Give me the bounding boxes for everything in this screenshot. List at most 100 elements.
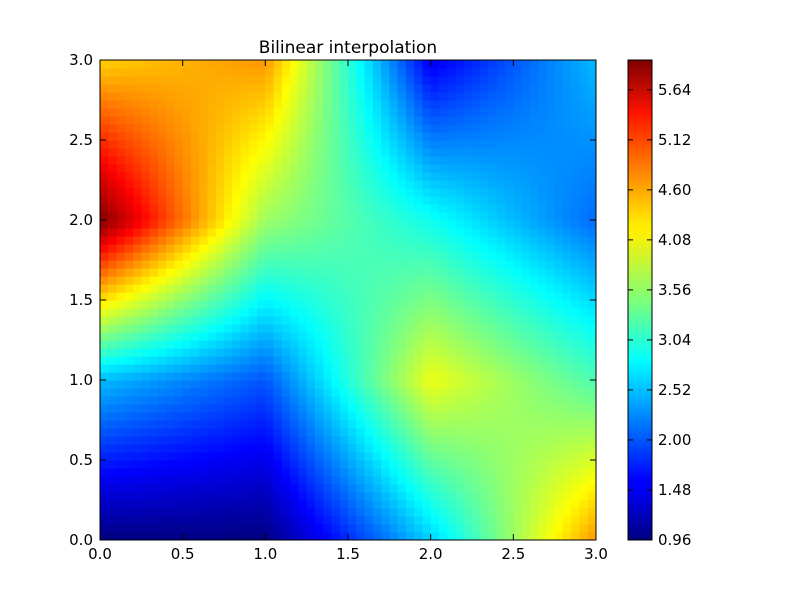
heatmap-cell: [157, 428, 167, 437]
heatmap-cell: [290, 388, 299, 397]
heatmap-cell: [521, 444, 531, 453]
heatmap-cell: [488, 172, 498, 181]
heatmap-cell: [348, 60, 357, 69]
heatmap-cell: [281, 124, 291, 133]
heatmap-cell: [397, 188, 407, 197]
heatmap-cell: [141, 316, 151, 325]
heatmap-cell: [100, 324, 109, 333]
heatmap-cell: [405, 372, 415, 381]
heatmap-cell: [488, 124, 498, 133]
heatmap-cell: [306, 340, 316, 349]
heatmap-cell: [257, 340, 266, 349]
heatmap-cell: [562, 188, 572, 197]
heatmap-cell: [397, 356, 407, 365]
heatmap-cell: [207, 140, 217, 149]
heatmap-cell: [496, 164, 506, 173]
heatmap-cell: [124, 324, 134, 333]
heatmap-cell: [232, 300, 242, 309]
heatmap-cell: [240, 396, 250, 405]
heatmap-cell: [265, 316, 275, 325]
heatmap-cell: [405, 204, 415, 213]
heatmap-cell: [240, 404, 250, 413]
heatmap-cell: [538, 228, 547, 237]
heatmap-cell: [372, 284, 382, 293]
heatmap-cell: [381, 508, 390, 517]
heatmap-cell: [174, 476, 184, 485]
heatmap-cell: [232, 148, 242, 157]
heatmap-cell: [339, 316, 349, 325]
heatmap-cell: [430, 164, 440, 173]
heatmap-cell: [405, 308, 415, 317]
heatmap-cell: [546, 508, 556, 517]
heatmap-cell: [124, 140, 134, 149]
heatmap-cell: [248, 260, 258, 269]
heatmap-cell: [124, 172, 134, 181]
heatmap-cell: [182, 284, 192, 293]
heatmap-cell: [438, 340, 448, 349]
heatmap-cell: [306, 356, 316, 365]
heatmap-cell: [306, 444, 316, 453]
heatmap-cell: [306, 124, 316, 133]
heatmap-cell: [339, 460, 349, 469]
heatmap-cell: [215, 500, 225, 509]
heatmap-cell: [331, 204, 341, 213]
heatmap-cell: [199, 380, 209, 389]
heatmap-cell: [447, 68, 457, 77]
heatmap-cell: [472, 228, 481, 237]
heatmap-cell: [281, 276, 291, 285]
heatmap-cell: [356, 476, 366, 485]
heatmap-cell: [455, 428, 465, 437]
heatmap-cell: [554, 108, 564, 117]
heatmap-cell: [463, 212, 473, 221]
heatmap-cell: [480, 340, 490, 349]
heatmap-cell: [331, 332, 341, 341]
heatmap-cell: [273, 468, 283, 477]
heatmap-cell: [480, 84, 490, 93]
heatmap-cell: [381, 68, 390, 77]
heatmap-cell: [554, 508, 564, 517]
heatmap-cell: [405, 268, 415, 277]
heatmap-cell: [298, 396, 308, 405]
heatmap-cell: [157, 60, 167, 69]
heatmap-cell: [554, 500, 564, 509]
heatmap-cell: [108, 68, 118, 77]
heatmap-cell: [463, 220, 473, 229]
heatmap-cell: [389, 484, 399, 493]
heatmap-cell: [290, 76, 299, 85]
heatmap-cell: [587, 444, 596, 453]
heatmap-cell: [157, 324, 167, 333]
heatmap-cell: [224, 164, 233, 173]
heatmap-cell: [166, 324, 175, 333]
heatmap-cell: [587, 188, 596, 197]
heatmap-cell: [323, 236, 333, 245]
heatmap-cell: [521, 292, 531, 301]
heatmap-cell: [339, 260, 349, 269]
heatmap-cell: [306, 332, 316, 341]
heatmap-cell: [306, 276, 316, 285]
heatmap-cell: [323, 476, 333, 485]
heatmap-cell: [314, 308, 324, 317]
heatmap-cell: [174, 132, 184, 141]
heatmap-cell: [149, 132, 159, 141]
heatmap-cell: [314, 132, 324, 141]
heatmap-cell: [149, 188, 159, 197]
heatmap-cell: [455, 108, 465, 117]
heatmap-cell: [273, 116, 283, 125]
heatmap-cell: [124, 388, 134, 397]
heatmap-cell: [472, 468, 481, 477]
heatmap-cell: [521, 68, 531, 77]
heatmap-cell: [430, 284, 440, 293]
heatmap-cell: [265, 140, 275, 149]
heatmap-cell: [141, 228, 151, 237]
heatmap-cell: [372, 412, 382, 421]
heatmap-cell: [538, 236, 547, 245]
heatmap-cell: [314, 532, 324, 540]
heatmap-cell: [463, 140, 473, 149]
heatmap-cell: [579, 140, 589, 149]
heatmap-cell: [281, 468, 291, 477]
heatmap-cell: [257, 420, 266, 429]
heatmap-cell: [207, 388, 217, 397]
heatmap-cell: [240, 260, 250, 269]
heatmap-cell: [546, 308, 556, 317]
heatmap-cell: [199, 284, 209, 293]
